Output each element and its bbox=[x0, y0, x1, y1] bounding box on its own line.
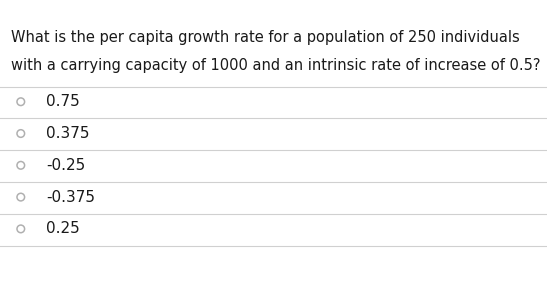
Text: with a carrying capacity of 1000 and an intrinsic rate of increase of 0.5?: with a carrying capacity of 1000 and an … bbox=[11, 58, 540, 73]
Text: -0.375: -0.375 bbox=[46, 190, 96, 205]
Text: -0.25: -0.25 bbox=[46, 158, 86, 173]
Text: 0.75: 0.75 bbox=[46, 94, 80, 109]
Text: 0.25: 0.25 bbox=[46, 221, 80, 236]
Text: 0.375: 0.375 bbox=[46, 126, 90, 141]
Text: What is the per capita growth rate for a population of 250 individuals: What is the per capita growth rate for a… bbox=[11, 30, 520, 45]
